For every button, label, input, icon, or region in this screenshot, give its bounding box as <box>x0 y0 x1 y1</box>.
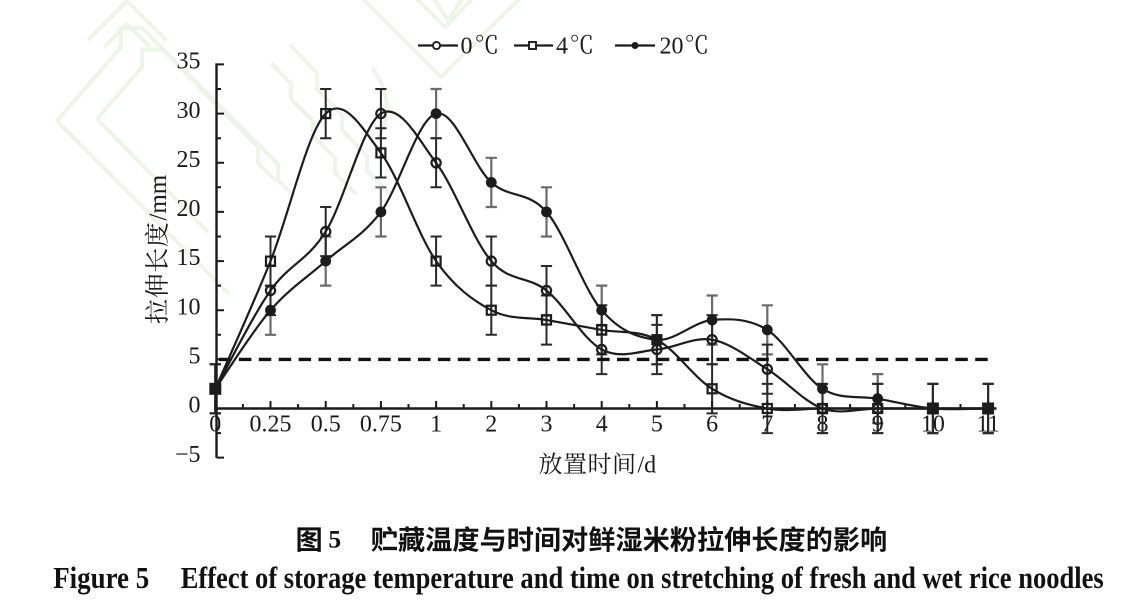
svg-text:5: 5 <box>189 344 201 370</box>
svg-text:4: 4 <box>596 412 608 438</box>
svg-text:20: 20 <box>660 34 684 60</box>
svg-text:6: 6 <box>706 412 718 438</box>
svg-text:0: 0 <box>461 34 473 60</box>
svg-text:10: 10 <box>921 412 945 438</box>
svg-text:2: 2 <box>485 412 497 438</box>
svg-text:35: 35 <box>177 49 201 75</box>
svg-text:30: 30 <box>177 98 201 124</box>
svg-text:25: 25 <box>177 147 201 173</box>
svg-text:10: 10 <box>177 294 201 320</box>
svg-text:15: 15 <box>177 245 201 271</box>
svg-text:0.75: 0.75 <box>360 412 402 438</box>
svg-text:1: 1 <box>430 412 442 438</box>
svg-text:Figure 5: Figure 5 <box>53 560 149 595</box>
svg-text:0.25: 0.25 <box>250 412 292 438</box>
svg-text:0: 0 <box>209 412 221 438</box>
svg-text:0: 0 <box>189 393 201 419</box>
svg-text:−5: −5 <box>175 442 201 468</box>
svg-text:11: 11 <box>977 412 1000 438</box>
svg-text:Effect of storage temperature: Effect of storage temperature and time o… <box>181 560 1104 595</box>
svg-text:9: 9 <box>872 412 884 438</box>
svg-text:0.5: 0.5 <box>311 412 341 438</box>
svg-text:5: 5 <box>328 525 341 554</box>
svg-text:20: 20 <box>177 196 201 222</box>
svg-text:/d: /d <box>638 453 657 479</box>
svg-text:/mm: /mm <box>145 174 172 220</box>
svg-text:4: 4 <box>556 34 568 60</box>
svg-text:3: 3 <box>541 412 553 438</box>
svg-text:8: 8 <box>817 412 829 438</box>
svg-text:5: 5 <box>651 412 663 438</box>
svg-text:7: 7 <box>761 412 773 438</box>
